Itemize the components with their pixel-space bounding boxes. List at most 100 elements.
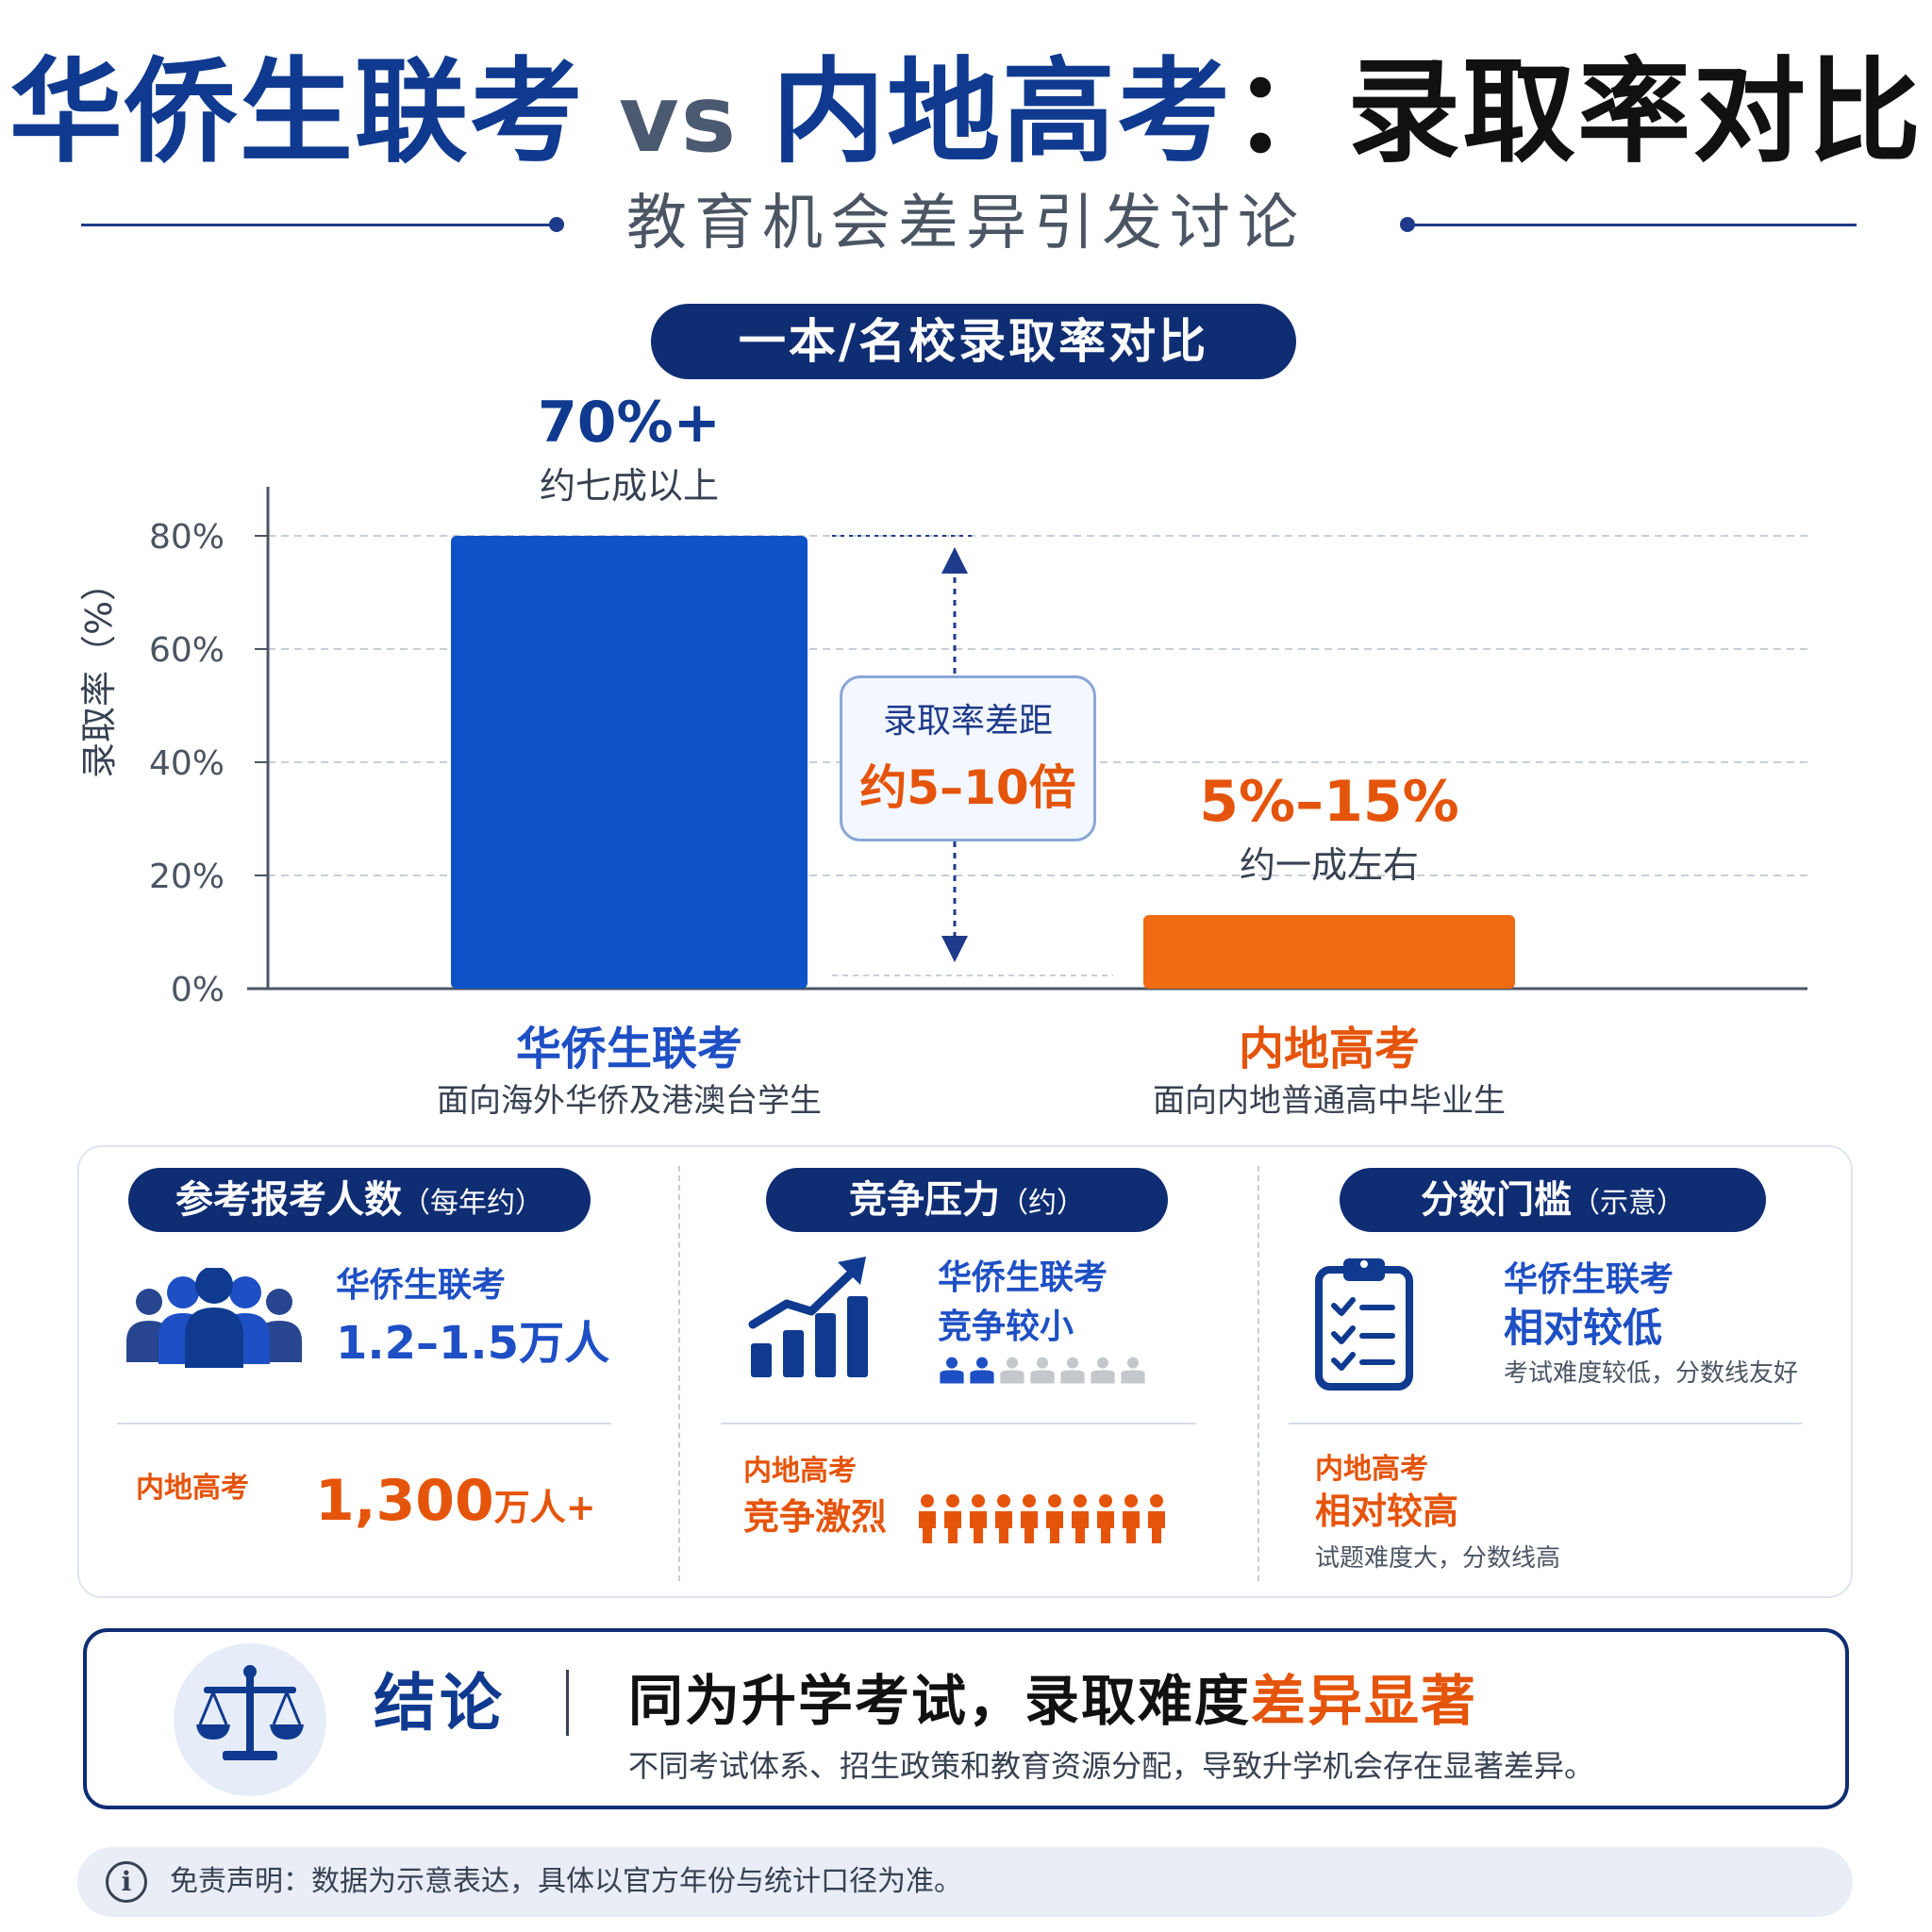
rising-chart-icon bbox=[748, 1257, 868, 1377]
person-icon bbox=[1148, 1494, 1165, 1543]
disclaimer-bar bbox=[77, 1847, 1853, 1917]
threshold-mainland-note: 试题难度大，分数线高 bbox=[1315, 1544, 1561, 1573]
stat-title-population-text: 参考报考人数 bbox=[175, 1178, 402, 1222]
x-category-sublabel: 面向内地普通高中毕业生 bbox=[1153, 1082, 1506, 1120]
competition-mainland-value: 竞争激烈 bbox=[743, 1496, 888, 1538]
bar-value-label: 5%–15% bbox=[1199, 769, 1458, 835]
title-part-overseas: 华侨生联考 bbox=[8, 47, 585, 178]
y-tick-label: 20% bbox=[149, 858, 225, 896]
conclusion-headline: 同为升学考试，录取难度差异显著 bbox=[628, 1666, 1477, 1736]
disclaimer-text: 免责声明：数据为示意表达，具体以官方年份与统计口径为准。 bbox=[170, 1865, 962, 1898]
population-mainland-value: 1,300 bbox=[315, 1468, 494, 1534]
bar-overseas bbox=[451, 536, 808, 989]
page-subtitle: 教育机会差异引发讨论 bbox=[626, 189, 1306, 258]
stat-title-population-note: （每年约） bbox=[402, 1187, 543, 1220]
stat-title-population: 参考报考人数（每年约） bbox=[128, 1168, 591, 1232]
threshold-hk-value: 相对较低 bbox=[1504, 1305, 1663, 1351]
stats-column-separator bbox=[678, 1166, 680, 1581]
stat-title-competition: 竞争压力（约） bbox=[766, 1168, 1168, 1232]
population-hk-label: 华侨生联考 bbox=[336, 1266, 507, 1305]
stat-title-competition-note: （约） bbox=[1000, 1187, 1085, 1220]
threshold-hk-label: 华侨生联考 bbox=[1504, 1260, 1674, 1299]
y-tick-label: 60% bbox=[149, 631, 225, 670]
person-icon bbox=[995, 1494, 1012, 1543]
competition-hk-people-icons bbox=[940, 1357, 1145, 1384]
gap-annotation-title: 录取率差距 bbox=[882, 702, 1053, 741]
person-icon bbox=[1021, 1494, 1038, 1543]
person-icon bbox=[919, 1494, 936, 1543]
gap-arrow-down-head bbox=[941, 936, 968, 962]
population-hk-value: 1.2–1.5万人 bbox=[336, 1317, 610, 1370]
person-icon bbox=[970, 1494, 987, 1543]
competition-mainland-people-icons bbox=[919, 1494, 1165, 1543]
bar-mainland bbox=[1143, 915, 1515, 989]
people-group-icon bbox=[126, 1268, 302, 1368]
chart-section-title: 一本/名校录取率对比 bbox=[651, 304, 1296, 379]
stat-title-threshold-note: （示意） bbox=[1572, 1187, 1685, 1220]
subtitle-right-line bbox=[1411, 224, 1857, 226]
person-icon bbox=[970, 1357, 994, 1384]
competition-hk-value: 竞争较小 bbox=[938, 1307, 1074, 1346]
title-part-comparison: ：录取率对比 bbox=[1232, 47, 1924, 178]
info-icon: i bbox=[106, 1861, 147, 1903]
x-category-label: 华侨生联考 bbox=[516, 1023, 742, 1075]
bar-value-sublabel: 约七成以上 bbox=[540, 465, 719, 507]
title-vs: vs bbox=[618, 66, 739, 174]
person-icon bbox=[1060, 1357, 1085, 1384]
person-icon bbox=[1091, 1357, 1115, 1384]
page-title: 华侨生联考 vs 内地高考：录取率对比 bbox=[0, 47, 1932, 179]
title-part-mainland: 内地高考 bbox=[772, 47, 1233, 178]
person-icon bbox=[1097, 1494, 1114, 1543]
threshold-hk-note: 考试难度较低，分数线友好 bbox=[1504, 1359, 1799, 1388]
chart-gap-annotation bbox=[832, 535, 1113, 976]
stat-title-threshold: 分数门槛（示意） bbox=[1340, 1168, 1766, 1232]
conclusion-headline-emphasis: 差异显著 bbox=[1251, 1669, 1478, 1733]
y-tick-label: 80% bbox=[149, 518, 225, 557]
gap-arrow-up-head bbox=[941, 547, 968, 574]
threshold-mainland-value: 相对较高 bbox=[1315, 1491, 1459, 1532]
y-axis-label: 录取率（%） bbox=[78, 565, 120, 778]
competition-hk-label: 华侨生联考 bbox=[938, 1258, 1108, 1297]
person-icon bbox=[1121, 1357, 1145, 1384]
threshold-mainland-label: 内地高考 bbox=[1315, 1453, 1428, 1486]
population-mainland-value-group: 1,300万人+ bbox=[315, 1468, 596, 1534]
person-icon bbox=[1123, 1494, 1140, 1543]
scales-icon bbox=[196, 1665, 304, 1760]
y-tick-label: 0% bbox=[171, 971, 225, 1009]
stat-title-threshold-text: 分数门槛 bbox=[1421, 1178, 1572, 1222]
person-icon bbox=[940, 1357, 964, 1384]
conclusion-headline-text: 同为升学考试，录取难度 bbox=[628, 1669, 1252, 1733]
conclusion-label: 结论 bbox=[374, 1667, 506, 1740]
chart-axes: 0% 20% 40% 60% 80% bbox=[149, 487, 1807, 1009]
person-icon bbox=[944, 1494, 961, 1543]
gap-annotation-value: 约5–10倍 bbox=[859, 760, 1076, 815]
subtitle-left-dot bbox=[549, 217, 564, 232]
gap-annotation-box: 录取率差距 约5–10倍 bbox=[840, 675, 1096, 841]
chart-bars bbox=[451, 536, 1515, 989]
stats-column-separator bbox=[1257, 1166, 1259, 1581]
clipboard-checklist-icon bbox=[1315, 1258, 1413, 1391]
population-mainland-unit: 万人+ bbox=[493, 1487, 596, 1528]
person-icon bbox=[1046, 1494, 1063, 1543]
bar-value-label: 70%+ bbox=[538, 390, 721, 456]
subtitle-right-dot bbox=[1400, 217, 1415, 232]
population-divider bbox=[117, 1423, 611, 1424]
person-icon bbox=[1000, 1357, 1024, 1384]
person-icon bbox=[1072, 1494, 1089, 1543]
person-icon bbox=[1030, 1357, 1055, 1384]
conclusion-divider bbox=[566, 1670, 569, 1736]
conclusion-box bbox=[83, 1628, 1849, 1809]
subtitle-left-line bbox=[81, 224, 553, 226]
x-category-sublabel: 面向海外华侨及港澳台学生 bbox=[437, 1082, 822, 1120]
bar-chart: 0% 20% 40% 60% 80% 录取率（%） 70%+ 约七成以上华侨生联考面向海外华… bbox=[78, 390, 1807, 1120]
competition-divider bbox=[721, 1423, 1196, 1424]
competition-mainland-label: 内地高考 bbox=[743, 1455, 857, 1488]
stat-title-competition-text: 竞争压力 bbox=[849, 1178, 1000, 1222]
x-category-label: 内地高考 bbox=[1239, 1023, 1420, 1075]
conclusion-subtext: 不同考试体系、招生政策和教育资源分配，导致升学机会存在显著差异。 bbox=[628, 1748, 1595, 1784]
population-mainland-label: 内地高考 bbox=[136, 1472, 249, 1505]
bar-value-sublabel: 约一成左右 bbox=[1240, 844, 1419, 886]
threshold-divider bbox=[1289, 1423, 1802, 1424]
y-tick-label: 40% bbox=[149, 744, 225, 783]
